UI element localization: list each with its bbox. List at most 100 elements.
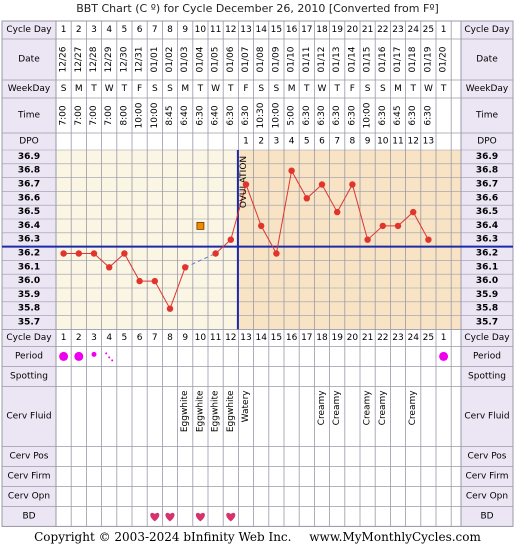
- cycle-day-label-bottom: 14: [255, 333, 267, 343]
- temperature-point: [273, 250, 280, 257]
- y-tick-label-left: 36.9: [18, 152, 40, 162]
- temperature-point: [60, 250, 67, 257]
- cerv-fluid-label: Creamy: [408, 390, 418, 426]
- cerv-fluid-label: Creamy: [317, 390, 327, 426]
- period-heavy-dot: [59, 351, 69, 361]
- time-label: 8:45: [165, 105, 175, 125]
- date-label: 01/10: [287, 46, 297, 72]
- time-label: 6:40: [211, 105, 221, 125]
- y-tick-label-left: 36.6: [18, 193, 40, 203]
- row-label-right-cerv-firm: Cerv Firm: [465, 471, 508, 481]
- cycle-day-label-bottom: 13: [240, 333, 251, 343]
- dpo-label: 12: [407, 137, 418, 147]
- weekday-label: W: [424, 84, 433, 94]
- dpo-label: 10: [377, 137, 389, 147]
- cycle-day-label-bottom: 9: [182, 333, 188, 343]
- y-tick-label-left: 35.8: [18, 304, 40, 314]
- weekday-label: W: [105, 84, 114, 94]
- weekday-label: T: [90, 84, 97, 94]
- time-label: 10:30: [256, 102, 266, 128]
- row-label-right-date: Date: [476, 55, 498, 65]
- cycle-day-label: 24: [407, 25, 419, 35]
- row-label-left-cerv-pos: Cerv Pos: [9, 451, 48, 461]
- date-label: 01/14: [347, 46, 357, 72]
- weekday-label: T: [227, 84, 234, 94]
- date-label: 01/17: [393, 47, 403, 73]
- cycle-day-label: 2: [76, 25, 82, 35]
- weekday-label: M: [181, 84, 189, 94]
- cycle-day-label-bottom: 20: [347, 333, 359, 343]
- weekday-label: S: [152, 84, 158, 94]
- date-label: 01/15: [363, 47, 373, 73]
- dpo-label: 6: [319, 137, 325, 147]
- cycle-day-label: 1: [441, 25, 447, 35]
- cerv-fluid-label: Eggwhite: [211, 390, 221, 432]
- weekday-label: T: [197, 84, 204, 94]
- date-label: 01/07: [241, 47, 251, 73]
- date-label: 01/11: [302, 47, 312, 73]
- period-spotting-dot: [105, 352, 108, 355]
- y-tick-label-left: 36.5: [18, 207, 40, 217]
- time-label: 6:30: [332, 105, 342, 125]
- cycle-day-label: 16: [286, 25, 298, 35]
- time-label: 7:00: [59, 105, 69, 125]
- time-label: 6:45: [393, 105, 403, 125]
- time-label: 6:30: [378, 105, 388, 125]
- period-heavy-dot: [74, 351, 84, 361]
- temperature-point: [75, 250, 83, 257]
- date-label: 12/29: [104, 46, 114, 72]
- weekday-label: S: [258, 84, 264, 94]
- row-label-right-cerv-fluid: Cerv Fluid: [464, 411, 509, 421]
- cycle-day-label-bottom: 12: [225, 333, 236, 343]
- discarded-temperature-point: [196, 221, 205, 230]
- cerv-fluid-label: Watery: [241, 390, 251, 423]
- cycle-day-label-bottom: 2: [76, 333, 82, 343]
- bd-heart-icon: [226, 512, 236, 522]
- temperature-point: [136, 277, 143, 285]
- dpo-label: 3: [274, 137, 280, 147]
- dpo-label: 2: [258, 137, 264, 147]
- date-label: 01/06: [226, 46, 236, 72]
- ovulation-label: OVULATION: [239, 156, 249, 208]
- temperature-point: [151, 277, 158, 285]
- temperature-point: [242, 181, 250, 188]
- date-label: 01/12: [317, 47, 327, 73]
- cycle-day-label-bottom: 7: [152, 333, 158, 343]
- temperature-point: [410, 208, 417, 216]
- site-link[interactable]: www.MyMonthlyCycles.com: [309, 530, 481, 544]
- bd-heart-icon: [150, 512, 160, 522]
- row-label-left-time: Time: [17, 111, 40, 121]
- row-label-right-spotting: Spotting: [468, 371, 506, 381]
- cycle-day-label: 11: [210, 25, 221, 35]
- copyright-text: Copyright © 2003-2024 bInfinity Web Inc.: [34, 530, 292, 544]
- time-label: 6:30: [195, 105, 205, 125]
- cycle-day-label: 20: [347, 25, 359, 35]
- period-spotting-dot: [108, 356, 111, 359]
- cycle-day-label: 21: [362, 25, 373, 35]
- row-label-left-date: Date: [18, 55, 40, 65]
- temperature-point: [166, 305, 174, 312]
- cycle-day-label-bottom: 15: [271, 333, 282, 343]
- y-tick-label-left: 36.7: [18, 180, 40, 190]
- cycle-day-label: 8: [167, 25, 173, 35]
- temperature-point: [227, 236, 234, 243]
- temperature-point: [106, 264, 113, 271]
- weekday-label: T: [440, 84, 447, 94]
- row-label-left-cycle-day2: Cycle Day: [6, 333, 52, 343]
- cycle-day-label: 25: [423, 25, 434, 35]
- row-label-right-period: Period: [473, 351, 501, 361]
- cycle-day-label-bottom: 3: [91, 333, 97, 343]
- temperature-point: [182, 264, 189, 271]
- time-label: 10:00: [150, 102, 160, 128]
- cycle-day-label: 1: [61, 25, 67, 35]
- y-tick-label-left: 35.7: [18, 318, 40, 328]
- cerv-fluid-label: Eggwhite: [180, 390, 190, 432]
- date-label: 01/13: [332, 47, 342, 73]
- y-tick-label-left: 36.4: [18, 221, 40, 231]
- cerv-fluid-label: Eggwhite: [195, 390, 205, 432]
- temperature-point: [379, 222, 386, 230]
- cycle-day-label: 17: [301, 25, 312, 35]
- weekday-label: S: [380, 84, 386, 94]
- chart-title: BBT Chart (C º) for Cycle December 26, 2…: [76, 2, 439, 15]
- cycle-day-label: 10: [195, 25, 207, 35]
